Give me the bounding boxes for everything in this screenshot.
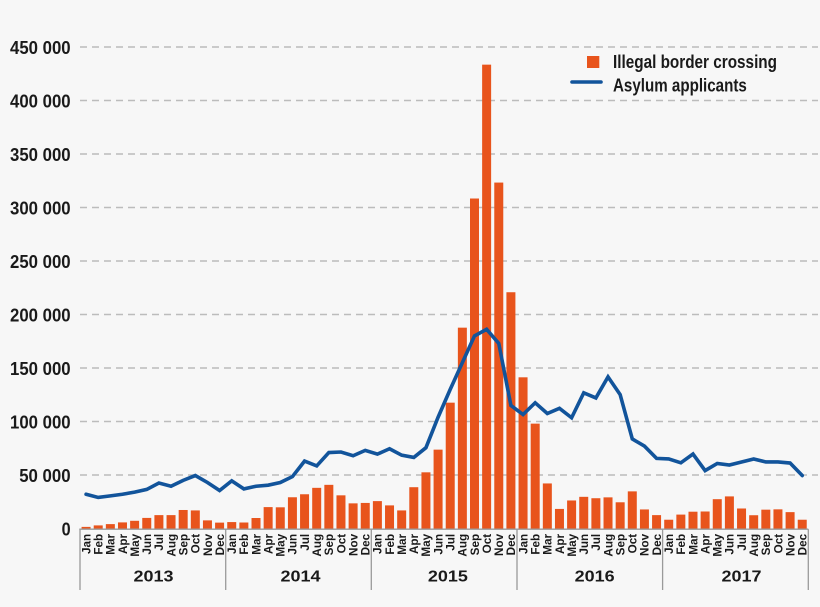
svg-text:Oct: Oct — [772, 534, 785, 554]
svg-text:Dec: Dec — [360, 533, 373, 555]
svg-text:Nov: Nov — [347, 533, 360, 556]
svg-text:Dec: Dec — [651, 533, 664, 555]
svg-text:Feb: Feb — [93, 534, 106, 555]
svg-text:Oct: Oct — [481, 534, 494, 554]
svg-text:Apr: Apr — [554, 533, 567, 554]
svg-text:Jun: Jun — [141, 534, 154, 555]
svg-text:Feb: Feb — [384, 534, 397, 555]
svg-text:2013: 2013 — [134, 569, 174, 586]
svg-text:Apr: Apr — [699, 533, 712, 554]
svg-text:Mar: Mar — [105, 533, 118, 554]
svg-text:100 000: 100 000 — [10, 412, 71, 432]
svg-text:Mar: Mar — [250, 533, 263, 554]
svg-text:Jul: Jul — [736, 534, 749, 551]
svg-text:Aug: Aug — [602, 534, 615, 557]
svg-text:Jul: Jul — [153, 534, 166, 551]
svg-text:450 000: 450 000 — [10, 38, 71, 58]
svg-text:200 000: 200 000 — [10, 305, 71, 325]
svg-text:Jan: Jan — [80, 534, 93, 554]
svg-text:Asylum applicants: Asylum applicants — [613, 76, 747, 96]
svg-text:400 000: 400 000 — [10, 91, 71, 111]
svg-text:Jun: Jun — [432, 534, 445, 555]
svg-text:Nov: Nov — [493, 533, 506, 556]
svg-text:Nov: Nov — [202, 533, 215, 556]
svg-text:Jun: Jun — [287, 534, 300, 555]
svg-text:50 000: 50 000 — [19, 466, 70, 486]
svg-text:Jul: Jul — [299, 534, 312, 551]
svg-text:Dec: Dec — [214, 533, 227, 555]
svg-text:Dec: Dec — [797, 533, 810, 555]
svg-text:May: May — [275, 533, 288, 556]
svg-text:2016: 2016 — [575, 569, 615, 586]
svg-text:May: May — [566, 533, 579, 556]
svg-text:300 000: 300 000 — [10, 198, 71, 218]
svg-text:Sep: Sep — [614, 534, 627, 555]
svg-text:Apr: Apr — [408, 533, 421, 554]
svg-text:Feb: Feb — [529, 534, 542, 555]
svg-text:May: May — [420, 533, 433, 556]
svg-text:Sep: Sep — [177, 534, 190, 555]
svg-text:Aug: Aug — [311, 534, 324, 557]
svg-text:May: May — [129, 533, 142, 556]
svg-text:Jan: Jan — [226, 534, 239, 554]
svg-text:Sep: Sep — [760, 534, 773, 555]
svg-text:Nov: Nov — [639, 533, 652, 556]
svg-text:250 000: 250 000 — [10, 252, 71, 272]
svg-text:Aug: Aug — [748, 534, 761, 557]
svg-text:2014: 2014 — [281, 569, 321, 586]
svg-text:Jul: Jul — [445, 534, 458, 551]
svg-text:2017: 2017 — [722, 569, 762, 586]
svg-text:Mar: Mar — [687, 533, 700, 554]
svg-text:Mar: Mar — [542, 533, 555, 554]
svg-text:0: 0 — [62, 519, 71, 539]
svg-text:Nov: Nov — [784, 533, 797, 556]
svg-text:Oct: Oct — [627, 534, 640, 554]
svg-text:Jun: Jun — [724, 534, 737, 555]
svg-text:Illegal border crossing: Illegal border crossing — [613, 52, 777, 72]
svg-text:Sep: Sep — [469, 534, 482, 555]
svg-text:Feb: Feb — [675, 534, 688, 555]
svg-text:350 000: 350 000 — [10, 145, 71, 165]
svg-text:Oct: Oct — [335, 534, 348, 554]
svg-text:Mar: Mar — [396, 533, 409, 554]
svg-text:150 000: 150 000 — [10, 359, 71, 379]
svg-text:Aug: Aug — [457, 534, 470, 557]
svg-text:Aug: Aug — [165, 534, 178, 557]
svg-text:Jan: Jan — [663, 534, 676, 554]
svg-text:Feb: Feb — [238, 534, 251, 555]
svg-text:May: May — [712, 533, 725, 556]
svg-text:Jun: Jun — [578, 534, 591, 555]
svg-text:Dec: Dec — [505, 533, 518, 555]
svg-text:2015: 2015 — [428, 569, 468, 586]
svg-text:Apr: Apr — [262, 533, 275, 554]
svg-text:Jan: Jan — [372, 534, 385, 554]
svg-text:Apr: Apr — [117, 533, 130, 554]
svg-text:Jul: Jul — [590, 534, 603, 551]
svg-text:Oct: Oct — [190, 534, 203, 554]
svg-text:Sep: Sep — [323, 534, 336, 555]
svg-text:Jan: Jan — [517, 534, 530, 554]
